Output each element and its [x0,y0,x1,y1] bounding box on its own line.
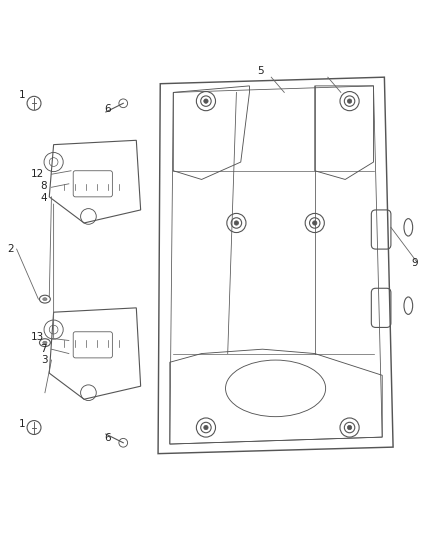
Circle shape [204,99,208,103]
Text: 3: 3 [42,355,48,365]
Circle shape [313,221,317,225]
Text: 5: 5 [257,66,264,76]
Ellipse shape [43,341,47,344]
Text: 13: 13 [31,332,44,342]
Circle shape [347,425,352,430]
Text: 1: 1 [19,91,25,100]
Text: 1: 1 [19,419,25,429]
Text: 12: 12 [31,169,44,179]
Circle shape [347,99,352,103]
Text: 6: 6 [105,433,111,442]
Ellipse shape [43,297,47,301]
Text: 6: 6 [105,104,111,114]
Text: 7: 7 [40,344,47,354]
Text: 9: 9 [412,258,418,268]
Text: 2: 2 [7,244,14,254]
Text: 8: 8 [40,181,47,191]
Text: 4: 4 [40,193,47,203]
Circle shape [204,425,208,430]
Circle shape [234,221,239,225]
